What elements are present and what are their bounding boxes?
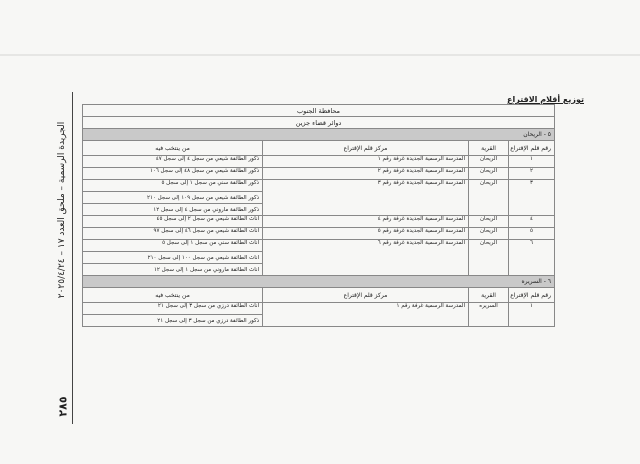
village: الريحان	[468, 239, 510, 276]
voter-group: اناث الطائفة شيعي من سجل ٤٦ إلى سجل ٩٧	[81, 227, 264, 240]
table-row: ٣ الريحان المدرسة الرسمية الجديدة غرفة رقم…	[81, 179, 556, 216]
polling-center: المدرسة الرسمية الجديدة غرفة رقم ٥	[262, 227, 470, 240]
village: الريحان	[468, 155, 510, 168]
district-header: دوائر قضاء جزين	[81, 116, 556, 129]
polling-center: المدرسة الرسمية الجديدة غرفة رقم ٤	[262, 215, 470, 228]
station-number: ٤	[508, 215, 556, 228]
village: الريحان	[468, 215, 510, 228]
governorate-header: محافظة الجنوب	[81, 104, 556, 117]
voter-group: اناث الطائفة شيعي من سجل ٢ إلى سجل ٤٥	[81, 215, 264, 228]
section-title: ٥ - الريحان	[81, 128, 556, 141]
village: الريحان	[468, 167, 510, 180]
village: الريحان	[468, 179, 510, 216]
voter-group: اناث الطائفة ماروني من سجل ١ إلى سجل ١٢	[81, 263, 264, 276]
station-number: ١	[508, 155, 556, 168]
village: الريحان	[468, 227, 510, 240]
voter-group: اناث الطائفة سني من سجل ١ إلى سجل ٥	[81, 239, 264, 252]
table-row: ٢ الريحان المدرسة الرسمية الجديدة غرفة رقم…	[81, 167, 556, 180]
table-row: ٥ الريحان المدرسة الرسمية الجديدة غرفة رقم…	[81, 227, 556, 240]
voter-group: اناث الطائفة شيعي من سجل ١٠٠ إلى سجل ٢١٠	[81, 251, 264, 264]
column-header-village: القرية	[468, 140, 510, 156]
table-row: ٤ الريحان المدرسة الرسمية الجديدة غرفة رقم…	[81, 215, 556, 228]
polling-center: المدرسة الرسمية غرفة رقم ١	[262, 302, 470, 327]
column-header-number: رقم قلم الإقتراع	[508, 287, 556, 303]
column-header-voters: من ينتخب فيه	[81, 287, 264, 303]
document-title: توزيع أقلام الاقتراع	[507, 95, 584, 104]
voter-group: ذكور الطائفة شيعي من سجل ٤ إلى سجل ٤٧	[81, 155, 264, 168]
voter-group: ذكور الطائفة شيعي من سجل ١٠٩ إلى سجل ٢١٠	[81, 191, 264, 204]
station-number: ٣	[508, 179, 556, 216]
table-row: ١ الريحان المدرسة الرسمية الجديدة غرفة رقم…	[81, 155, 556, 168]
gazette-header: الجريدة الرسمية – ملحق العدد ١٧ – ٢٠٢٥/٤…	[57, 121, 67, 299]
table-row: ١ السريره المدرسة الرسمية غرفة رقم ١ اناث ا…	[81, 302, 556, 327]
running-header: الجريدة الرسمية – ملحق العدد ١٧ – ٢٠٢٥/٤…	[45, 95, 85, 425]
column-header-number: رقم قلم الإقتراع	[508, 140, 556, 156]
voter-group: اناث الطائفة درزي من سجل ٣ إلى سجل ٢١	[81, 302, 264, 315]
polling-stations-table: محافظة الجنوب دوائر قضاء جزين ٥ - الريحان ر…	[81, 104, 556, 327]
column-header-voters: من ينتخب فيه	[81, 140, 264, 156]
polling-center: المدرسة الرسمية الجديدة غرفة رقم ١	[262, 155, 470, 168]
polling-center: المدرسة الرسمية الجديدة غرفة رقم ٦	[262, 239, 470, 276]
header-rule	[72, 92, 73, 424]
voter-group: ذكور الطائفة شيعي من سجل ٤٨ إلى سجل ١٠٦	[81, 167, 264, 180]
polling-center: المدرسة الرسمية الجديدة غرفة رقم ٢	[262, 167, 470, 180]
scan-edge	[0, 54, 640, 56]
station-number: ١	[508, 302, 556, 327]
table-row: ٦ الريحان المدرسة الرسمية الجديدة غرفة رقم…	[81, 239, 556, 276]
polling-center: المدرسة الرسمية الجديدة غرفة رقم ٣	[262, 179, 470, 216]
page-number: ٢٨٥	[56, 396, 70, 417]
station-number: ٥	[508, 227, 556, 240]
column-header-village: القرية	[468, 287, 510, 303]
section-title: ٦ - السريره	[81, 275, 556, 288]
column-header-center: مركز قلم الإقتراع	[262, 287, 470, 303]
voter-group: ذكور الطائفة درزي من سجل ٣ إلى سجل ٢١	[81, 314, 264, 327]
station-number: ٦	[508, 239, 556, 276]
voter-group: ذكور الطائفة سني من سجل ١ إلى سجل ٥	[81, 179, 264, 192]
station-number: ٢	[508, 167, 556, 180]
column-header-center: مركز قلم الإقتراع	[262, 140, 470, 156]
voter-group: ذكور الطائفة ماروني من سجل ٤ إلى سجل ١٢	[81, 203, 264, 216]
village: السريره	[468, 302, 510, 327]
